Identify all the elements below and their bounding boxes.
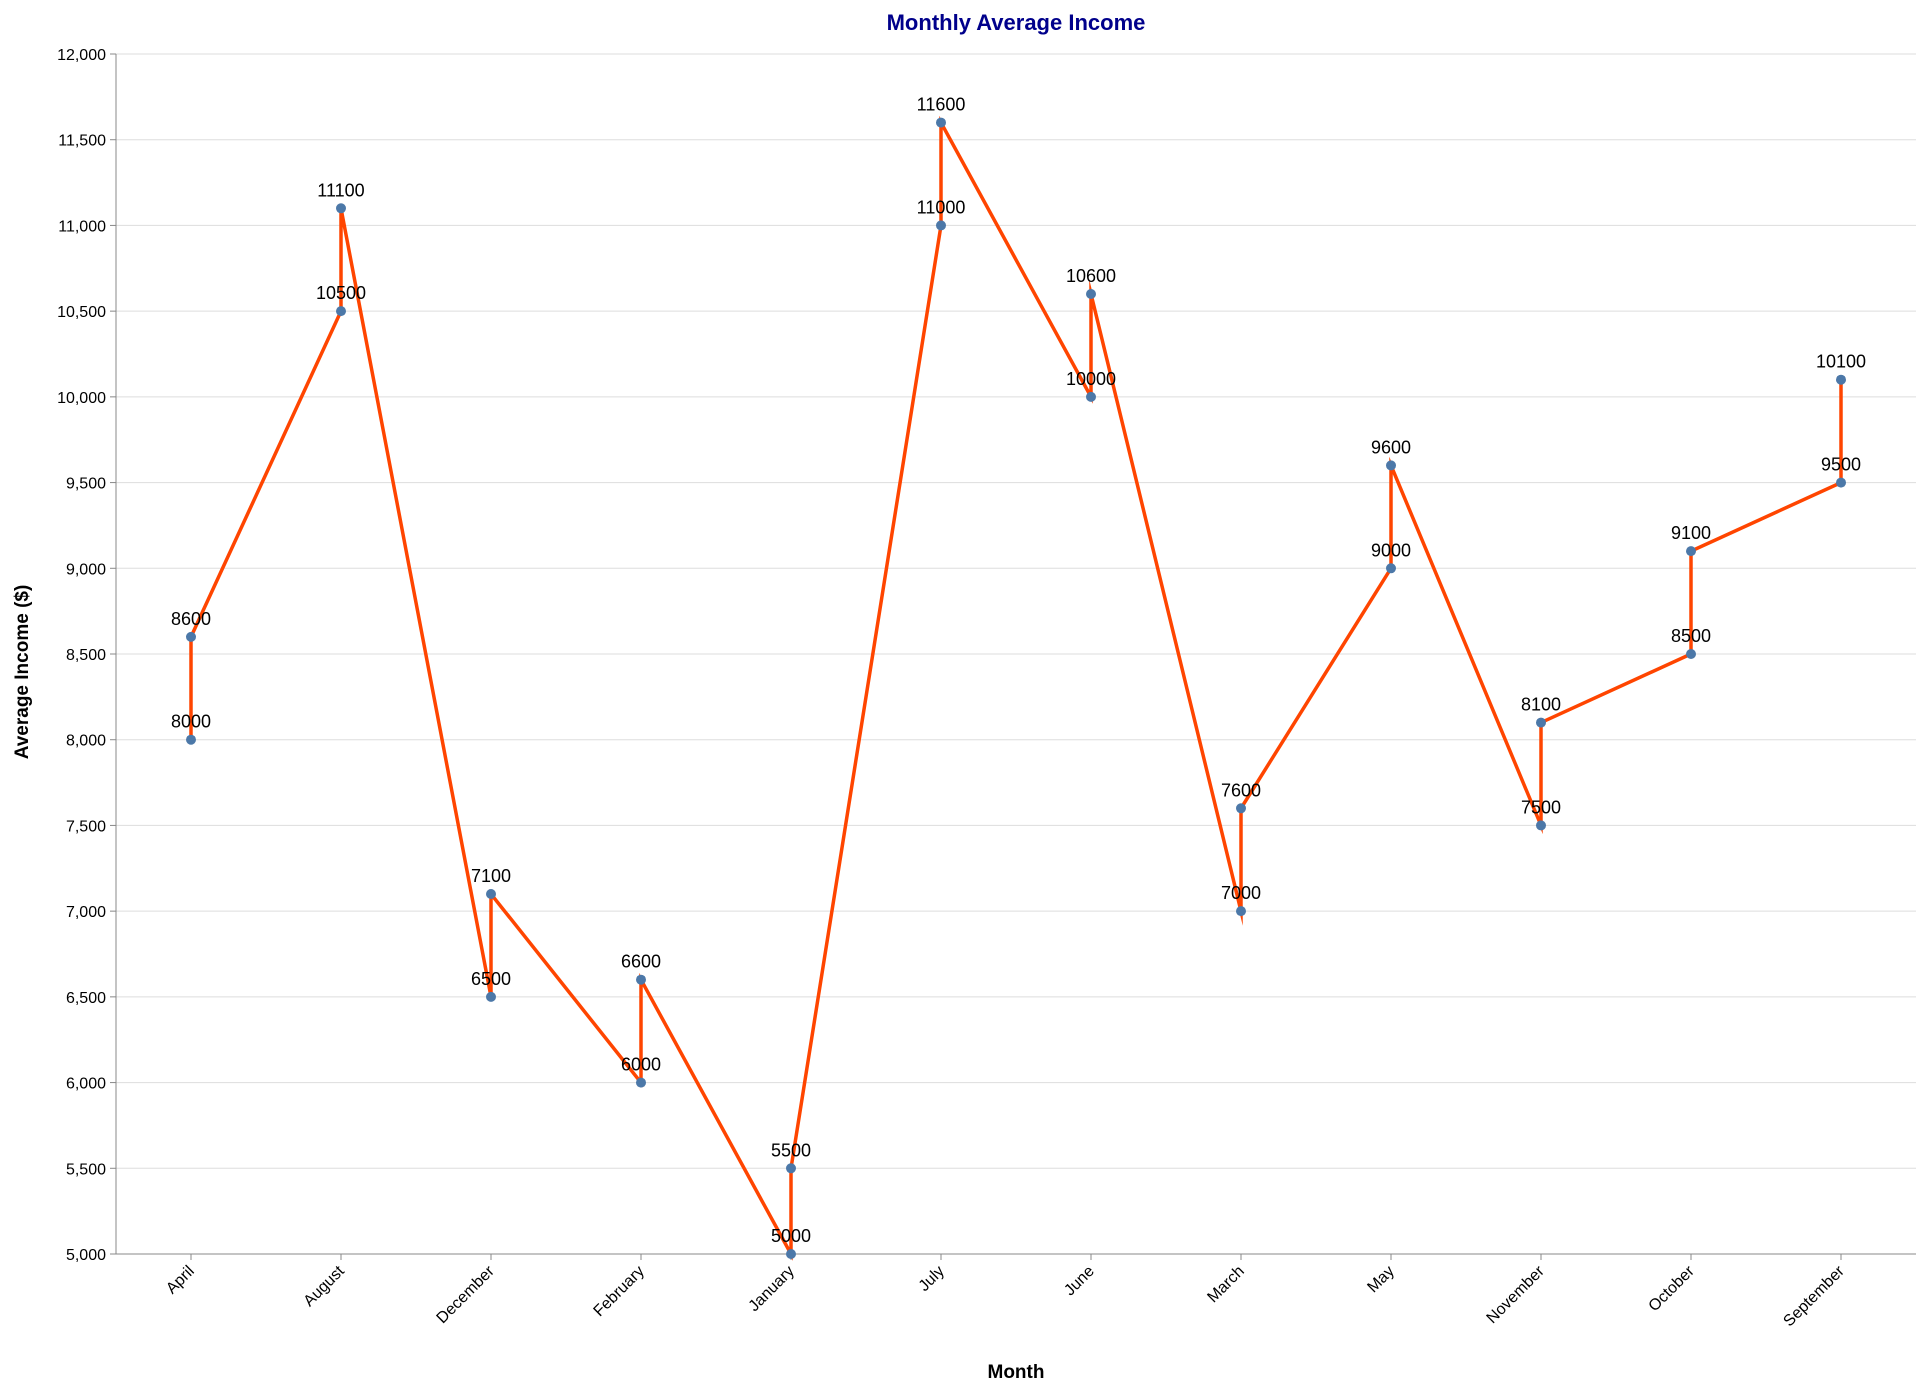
y-tick-label: 10,500: [57, 304, 106, 321]
data-point: [1536, 820, 1546, 831]
data-point: [786, 1249, 796, 1259]
y-tick-label: 9,500: [66, 476, 106, 493]
x-tick-label: December: [434, 1262, 499, 1327]
gridlines: [116, 53, 1916, 1255]
data-point: [1086, 391, 1096, 402]
x-tick-label: May: [1364, 1263, 1397, 1296]
data-label: 7000: [1221, 883, 1261, 903]
data-label: 6600: [621, 952, 661, 972]
x-tick-label: April: [163, 1263, 198, 1298]
data-point: [1686, 649, 1696, 659]
data-point: [636, 974, 646, 985]
data-point: [1836, 374, 1846, 385]
data-point: [186, 734, 196, 745]
data-point: [1086, 289, 1096, 299]
y-tick-label: 6,500: [66, 990, 106, 1007]
data-label: 8600: [171, 609, 211, 629]
data-label: 10100: [1816, 352, 1866, 372]
y-tick-label: 12,000: [57, 47, 106, 64]
data-point: [336, 306, 346, 317]
x-tick-label: March: [1204, 1263, 1247, 1306]
data-label: 10600: [1066, 266, 1116, 286]
y-tick-label: 7,000: [66, 904, 106, 921]
x-tick-label: September: [1780, 1262, 1848, 1330]
data-point: [1536, 717, 1546, 728]
x-axis-title: Month: [988, 1362, 1045, 1383]
data-label: 9100: [1671, 523, 1711, 543]
x-tick-label: June: [1061, 1263, 1098, 1300]
data-points: [186, 117, 1846, 1259]
x-tick-label: August: [301, 1262, 349, 1310]
data-label: 11100: [317, 180, 364, 200]
y-tick-label: 10,000: [57, 390, 106, 407]
data-point: [636, 1077, 646, 1088]
data-point: [1836, 477, 1846, 488]
x-tick-label: January: [746, 1263, 798, 1315]
data-point: [1686, 546, 1696, 557]
data-label: 7100: [471, 866, 511, 886]
data-label: 7600: [1221, 780, 1261, 800]
y-tick-label: 7,500: [66, 818, 106, 835]
data-label: 5000: [771, 1226, 811, 1246]
data-point: [936, 117, 946, 128]
y-tick-label: 11,000: [58, 218, 106, 235]
data-label: 5500: [771, 1140, 811, 1160]
data-point: [936, 220, 946, 231]
chart-title: Monthly Average Income: [887, 10, 1146, 35]
data-label: 10500: [316, 283, 366, 303]
y-tick-label: 5,000: [66, 1247, 106, 1264]
data-label: 9000: [1371, 540, 1411, 560]
data-label: 8500: [1671, 626, 1711, 646]
data-point: [1386, 563, 1396, 574]
data-label: 6000: [621, 1055, 661, 1075]
data-point: [186, 631, 196, 642]
y-axis-title: Average Income ($): [12, 585, 33, 760]
data-point: [336, 203, 346, 214]
data-point: [1236, 906, 1246, 917]
axes: 5,000 5,500 6,000 6,500 7,000 7,500 8,000 8,500…: [57, 47, 1916, 1330]
data-label: 9600: [1371, 437, 1411, 457]
y-tick-label: 8,500: [66, 647, 106, 664]
data-point: [486, 991, 496, 1002]
data-label: 7500: [1521, 797, 1561, 817]
data-point: [1236, 803, 1246, 814]
data-point: [786, 1163, 796, 1174]
data-label: 11000: [917, 197, 966, 217]
income-line: [189, 115, 1843, 1261]
y-tick-label: 5,500: [66, 1161, 106, 1178]
data-label: 10000: [1066, 369, 1116, 389]
x-tick-label: February: [591, 1263, 648, 1320]
x-tick-label: November: [1484, 1262, 1549, 1327]
data-point: [486, 889, 496, 899]
y-tick-label: 9,000: [66, 561, 106, 578]
x-tick-label: July: [916, 1263, 948, 1295]
data-label: 9500: [1821, 455, 1861, 475]
data-label: 6500: [471, 969, 511, 989]
data-label: 11600: [917, 95, 966, 115]
data-labels: 8000 8600 10500 11100 6500 7100 6000 6600 5000 55…: [171, 95, 1866, 1246]
y-tick-label: 6,000: [66, 1076, 106, 1093]
data-label: 8000: [171, 712, 211, 732]
data-label: 8100: [1521, 695, 1561, 715]
y-tick-label: 8,000: [66, 733, 106, 750]
y-tick-label: 11,500: [58, 133, 106, 150]
series-line: [189, 115, 1843, 1261]
data-point: [1386, 460, 1396, 471]
x-tick-label: October: [1646, 1262, 1699, 1315]
